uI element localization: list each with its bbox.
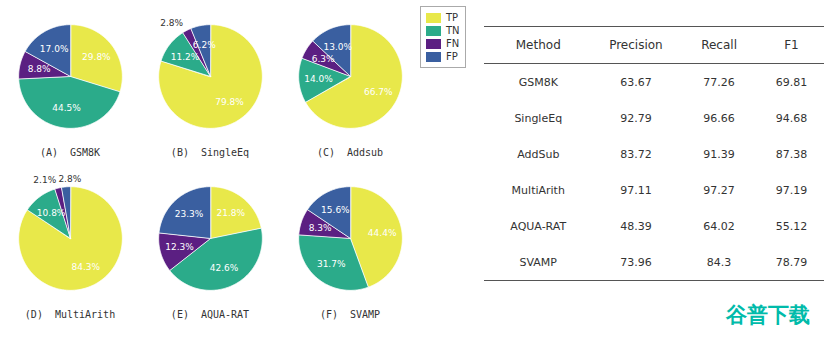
html-text:63.67: 63.67 [620, 75, 652, 89]
html-text:73.96: 73.96 [620, 255, 652, 269]
html-text:TN: TN [446, 25, 460, 36]
svg-text:42.6%: 42.6% [210, 263, 239, 273]
svg-text:31.7%: 31.7% [317, 259, 346, 269]
html-text:Precision: Precision [609, 38, 663, 52]
html-text:48.39: 48.39 [620, 219, 652, 233]
html-text:97.19: 97.19 [775, 183, 808, 197]
html-text:92.79: 92.79 [620, 111, 652, 125]
svg-text:44.5%: 44.5% [52, 103, 81, 113]
html-text:69.81: 69.81 [775, 75, 808, 89]
svg-text:44.4%: 44.4% [368, 228, 397, 238]
svg-text:21.8%: 21.8% [217, 208, 246, 218]
svg-text:11.2%: 11.2% [171, 52, 200, 62]
html-text:SingleEq: SingleEq [514, 111, 563, 125]
svg-text:84.3%: 84.3% [71, 262, 100, 272]
svg-text:29.8%: 29.8% [82, 52, 111, 62]
html-text:谷普下载: 谷普下载 [726, 303, 810, 327]
svg-text:2.8%: 2.8% [160, 18, 183, 28]
html-text:AQUA-RAT: AQUA-RAT [510, 219, 567, 233]
html-text:55.12: 55.12 [775, 219, 808, 233]
html-text:(E) AQUA-RAT: (E) AQUA-RAT [170, 309, 250, 320]
html-text:MultiArith: MultiArith [511, 183, 565, 197]
svg-text:13.0%: 13.0% [323, 42, 352, 52]
html-text:78.79: 78.79 [775, 255, 808, 269]
html-text:(F) SVAMP: (F) SVAMP [319, 309, 381, 320]
html-text:(D) MultiArith: (D) MultiArith [24, 309, 116, 320]
svg-text:17.0%: 17.0% [40, 44, 69, 54]
html-text:SVAMP: SVAMP [519, 255, 557, 269]
svg-text:6.3%: 6.3% [312, 54, 335, 64]
svg-text:8.8%: 8.8% [28, 64, 51, 74]
html-text:Recall: Recall [701, 38, 737, 52]
html-text:94.68: 94.68 [775, 111, 808, 125]
html-text:(A) GSM8K: (A) GSM8K [39, 147, 101, 158]
svg-text:2.1%: 2.1% [33, 175, 56, 185]
html-text:F1: F1 [784, 38, 799, 52]
html-text:AddSub: AddSub [517, 147, 560, 161]
svg-text:8.3%: 8.3% [309, 223, 332, 233]
svg-text:2.8%: 2.8% [58, 174, 81, 184]
svg-text:10.8%: 10.8% [37, 208, 66, 218]
html-text:FP: FP [446, 51, 458, 62]
svg-text:6.2%: 6.2% [193, 40, 216, 50]
html-text:97.11: 97.11 [620, 183, 652, 197]
html-text:GSM8K: GSM8K [518, 75, 558, 89]
html-text:(B) SingleEq: (B) SingleEq [170, 147, 250, 158]
html-text:FN: FN [446, 38, 460, 49]
html-text:TP: TP [446, 12, 459, 23]
html-text:87.38: 87.38 [775, 147, 808, 161]
html-text:64.02: 64.02 [703, 219, 735, 233]
html-text:84.3: 84.3 [706, 255, 732, 269]
svg-text:15.6%: 15.6% [321, 205, 350, 215]
svg-text:14.0%: 14.0% [304, 74, 333, 84]
svg-text:23.3%: 23.3% [175, 209, 204, 219]
html-text:97.27: 97.27 [703, 183, 735, 197]
svg-text:12.3%: 12.3% [165, 242, 194, 252]
html-text:Method: Method [515, 38, 561, 52]
svg-text:66.7%: 66.7% [364, 87, 393, 97]
html-text:83.72: 83.72 [620, 147, 652, 161]
html-text:91.39: 91.39 [703, 147, 735, 161]
html-text:(C) Addsub: (C) Addsub [316, 147, 384, 158]
html-text:77.26: 77.26 [703, 75, 735, 89]
html-text:96.66: 96.66 [703, 111, 735, 125]
svg-text:79.8%: 79.8% [215, 97, 244, 107]
